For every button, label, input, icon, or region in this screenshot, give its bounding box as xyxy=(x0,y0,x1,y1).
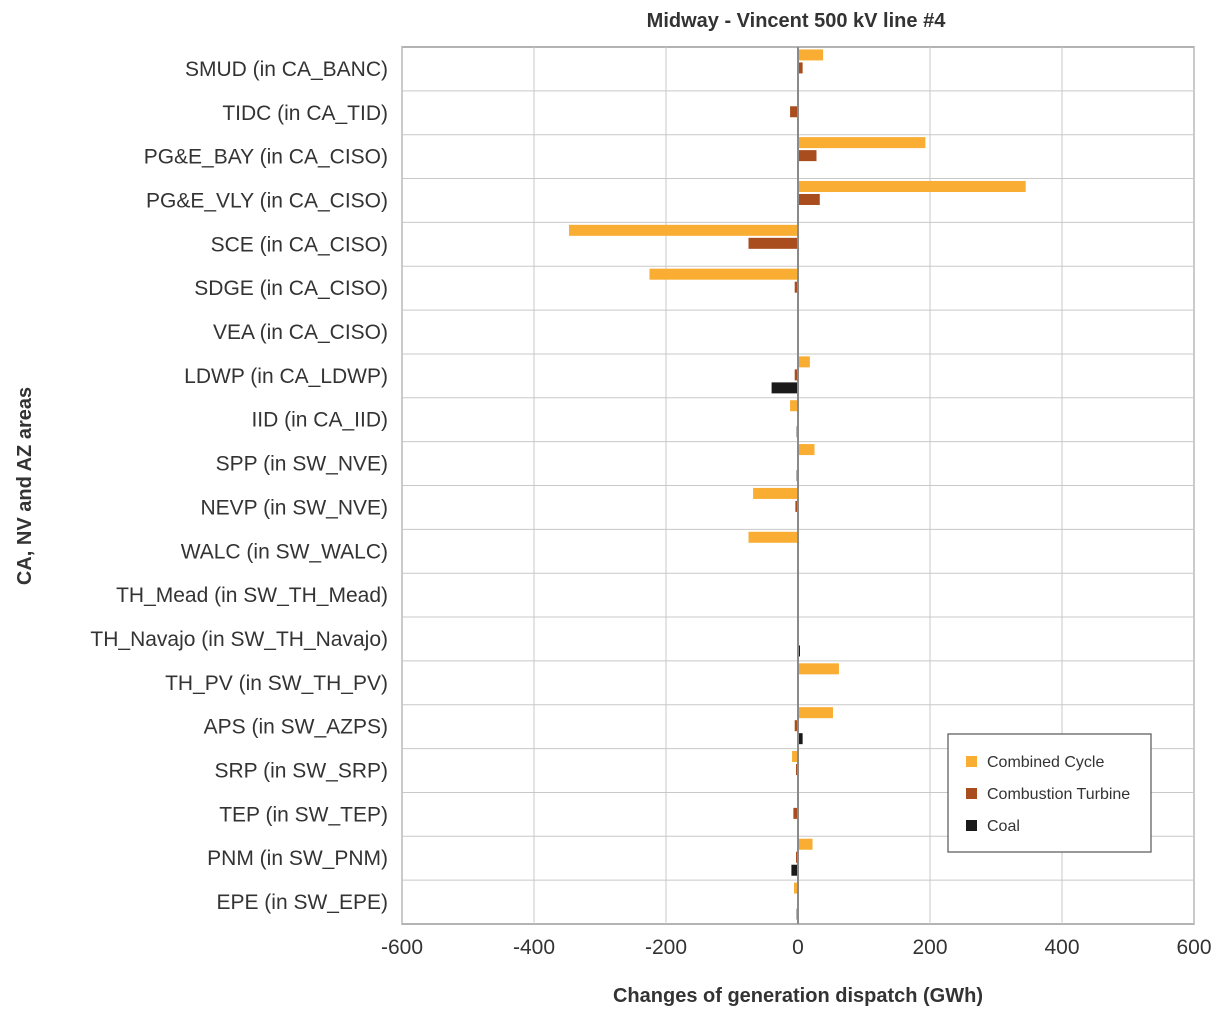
category-label: IID (in CA_IID) xyxy=(251,409,388,432)
x-tick-label: -200 xyxy=(645,936,687,959)
x-tick-label: 0 xyxy=(792,936,804,959)
bar-combustion-turbine xyxy=(790,106,798,118)
bar-combined-cycle xyxy=(798,356,810,368)
bar-combined-cycle xyxy=(794,882,798,894)
x-axis-title: Changes of generation dispatch (GWh) xyxy=(613,985,983,1007)
bar-combined-cycle xyxy=(798,137,926,149)
category-labels: SMUD (in CA_BANC) TIDC (in CA_TID) PG&E_BA… xyxy=(90,58,388,914)
legend: Combined Cycle Combustion Turbine Coal xyxy=(947,733,1152,853)
bar-combustion-turbine xyxy=(795,500,798,512)
legend-swatch xyxy=(966,820,977,831)
category-label: TIDC (in CA_TID) xyxy=(222,102,388,125)
category-label: SPP (in SW_NVE) xyxy=(216,453,388,476)
bar-combustion-turbine xyxy=(794,369,798,381)
bar-combined-cycle xyxy=(798,838,813,850)
x-tick-label: 400 xyxy=(1044,936,1079,959)
category-label: SDGE (in CA_CISO) xyxy=(194,277,388,300)
bar-combustion-turbine xyxy=(748,237,798,249)
bar-combined-cycle xyxy=(798,180,1026,192)
bar-combustion-turbine xyxy=(798,150,817,162)
bar-combustion-turbine xyxy=(794,281,798,293)
category-label: WALC (in SW_WALC) xyxy=(181,540,388,563)
bar-combined-cycle xyxy=(798,49,824,61)
bar-combined-cycle xyxy=(568,224,798,236)
category-label: PNM (in SW_PNM) xyxy=(207,847,388,870)
category-label: VEA (in CA_CISO) xyxy=(213,321,388,344)
legend-label: Coal xyxy=(987,818,1020,835)
category-label: PG&E_BAY (in CA_CISO) xyxy=(144,146,388,169)
legend-box xyxy=(947,733,1152,853)
bar-combined-cycle xyxy=(798,444,815,456)
bar-coal xyxy=(791,864,798,876)
category-label: TH_PV (in SW_TH_PV) xyxy=(165,672,388,695)
legend-swatch xyxy=(966,756,977,767)
category-label: TH_Navajo (in SW_TH_Navajo) xyxy=(90,628,388,651)
category-label: SCE (in CA_CISO) xyxy=(211,233,388,256)
bar-coal xyxy=(798,733,803,745)
category-label: TEP (in SW_TEP) xyxy=(219,803,388,826)
x-tick-label: 600 xyxy=(1176,936,1211,959)
category-label: PG&E_VLY (in CA_CISO) xyxy=(146,189,388,212)
bar-combined-cycle xyxy=(649,268,798,280)
x-tick-labels: -600 -400 -200 0 200 400 600 xyxy=(381,936,1212,959)
bar-combined-cycle xyxy=(798,707,833,719)
x-tick-label: -400 xyxy=(513,936,555,959)
category-label: NEVP (in SW_NVE) xyxy=(201,496,389,519)
bar-combustion-turbine xyxy=(794,720,798,732)
bar-combustion-turbine xyxy=(798,193,820,205)
legend-label: Combined Cycle xyxy=(987,754,1104,771)
category-label: SRP (in SW_SRP) xyxy=(215,760,389,783)
bar-combined-cycle xyxy=(748,531,798,543)
x-tick-label: -600 xyxy=(381,936,423,959)
chart-title: Midway - Vincent 500 kV line #4 xyxy=(647,10,947,32)
bar-combustion-turbine xyxy=(798,62,803,74)
category-label: LDWP (in CA_LDWP) xyxy=(184,365,388,388)
bar-combined-cycle xyxy=(790,400,798,412)
bar-combined-cycle xyxy=(753,487,798,499)
category-label: APS (in SW_AZPS) xyxy=(204,716,388,739)
y-axis-title: CA, NV and AZ areas xyxy=(14,387,36,585)
legend-label: Combustion Turbine xyxy=(987,786,1130,803)
bars xyxy=(568,49,1026,920)
category-label: TH_Mead (in SW_TH_Mead) xyxy=(116,584,388,607)
legend-swatch xyxy=(966,788,977,799)
bar-combustion-turbine xyxy=(793,807,798,819)
category-label: EPE (in SW_EPE) xyxy=(216,891,388,914)
category-label: SMUD (in CA_BANC) xyxy=(185,58,388,81)
bar-combined-cycle xyxy=(792,751,798,763)
bar-combined-cycle xyxy=(798,663,839,675)
x-tick-label: 200 xyxy=(912,936,947,959)
bar-coal xyxy=(771,382,798,394)
